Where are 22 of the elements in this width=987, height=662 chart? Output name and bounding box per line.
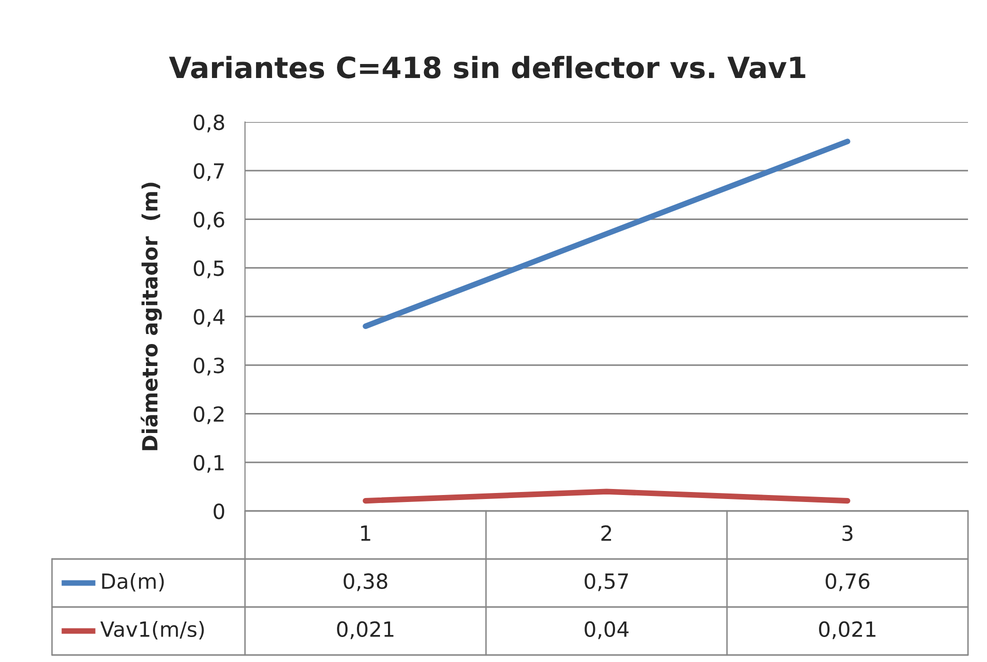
data-label: 0,021 <box>819 621 876 640</box>
x-tick-label: 3 <box>842 525 852 542</box>
chart-title: Variantes C=418 sin deflector vs. Vav1 <box>169 56 806 78</box>
y-tick-label: 0,3 <box>194 358 224 376</box>
data-label: 0,76 <box>826 573 870 592</box>
y-tick-label: 0,7 <box>194 163 224 181</box>
data-label: 0,04 <box>584 621 629 640</box>
y-axis-title: Diámetro agitador (m) <box>140 182 162 450</box>
y-tick-label: 0 <box>214 503 224 520</box>
legend-label: Da(m) <box>102 572 164 592</box>
y-tick-label: 0,2 <box>194 406 224 424</box>
y-tick-label: 0,5 <box>194 260 224 278</box>
x-tick-label: 1 <box>361 526 370 541</box>
data-label: 0,38 <box>344 573 388 592</box>
data-label: 0,021 <box>337 621 394 640</box>
y-tick-label: 0,6 <box>194 212 224 230</box>
y-tick-label: 0,4 <box>194 308 224 327</box>
data-label: 0,57 <box>584 573 628 592</box>
y-tick-label: 0,1 <box>194 454 224 473</box>
y-tick-label: 0,8 <box>194 114 224 132</box>
x-tick-label: 2 <box>601 525 612 541</box>
legend-label: Vav1(m/s) <box>100 620 204 640</box>
